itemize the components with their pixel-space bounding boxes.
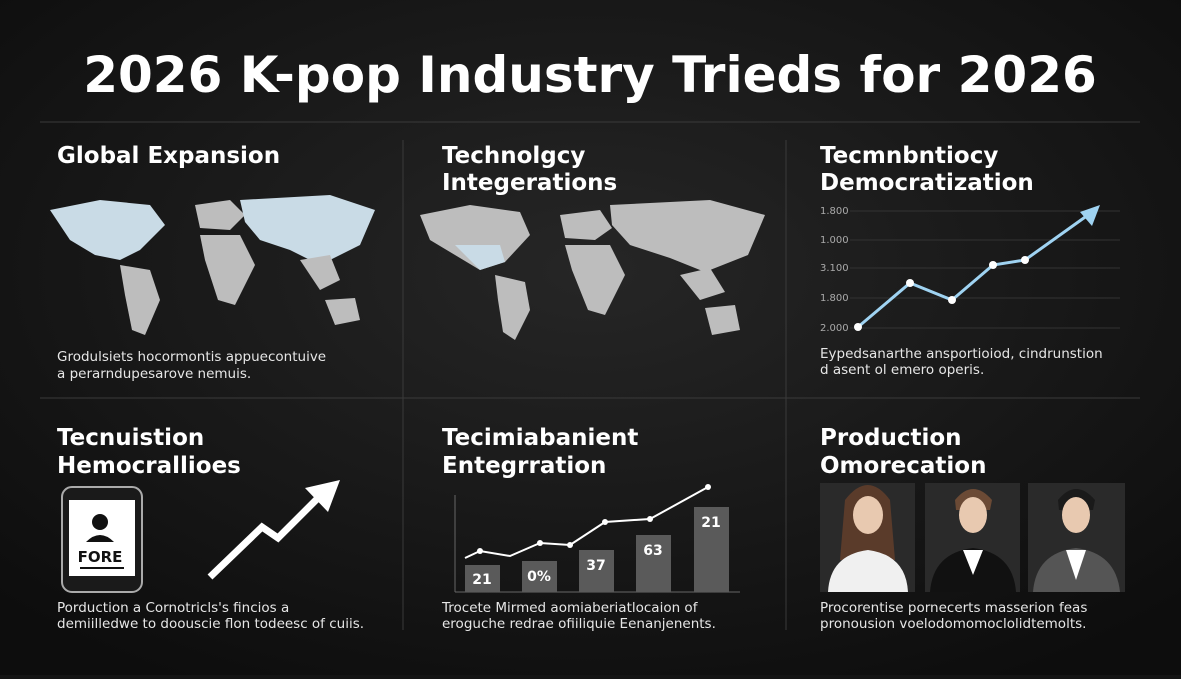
phone-icon [61, 486, 143, 593]
bar-label: 21 [472, 572, 491, 588]
line-points [477, 484, 711, 554]
dividers [40, 121, 1140, 630]
world-map [420, 200, 765, 340]
panel-caption: Trocete Mirmed aomiaberiatlocaion of [441, 600, 699, 616]
page-title: 2026 K-pop Industry Trieds for 2026 [83, 46, 1097, 104]
bar-label: 21 [701, 515, 720, 531]
bar-label: 37 [586, 558, 605, 574]
panel-heading: Democratization [820, 170, 1034, 196]
axis-label: 1.800 [820, 206, 849, 217]
bar-label: 0% [527, 569, 551, 585]
panel-caption: Procorentise pornecerts masserion feas [820, 600, 1087, 616]
panel-caption: eroguche redrae ofiiliquie Eenanjenents. [442, 616, 716, 632]
panel-caption: pronousion voelodomomoclolidtemolts. [820, 616, 1086, 632]
bars [465, 507, 729, 592]
panel-caption: Eypedsanarthe ansportioiod, cindrunstion [820, 346, 1103, 362]
trend-line [854, 205, 1100, 331]
trend-line [464, 486, 709, 559]
growth-arrow [207, 480, 340, 580]
panel-heading: Entegrration [442, 453, 606, 479]
panel-heading: Tecnuistion [57, 425, 204, 451]
panel-caption: demiilledwe to doouscie flon todeesc of … [57, 616, 364, 632]
axis-label: 2.000 [820, 323, 849, 334]
panel-heading: Technolgcy [442, 143, 585, 169]
panel-caption: Grodulsiets hocormontis appuecontuive [57, 349, 326, 365]
panel-heading: Omorecation [820, 453, 986, 479]
phone-badge: FORE [78, 548, 123, 566]
panel-caption: a perarndupesarove nemuis. [57, 366, 251, 382]
panel-heading: Global Expansion [57, 143, 280, 169]
panel-heading: Production [820, 425, 962, 451]
panel-caption: Porduction a Cornotricls's fincios a [57, 600, 289, 616]
panel-heading: Tecimiabanient [442, 425, 638, 451]
panel-caption: d asent ol emero operis. [820, 362, 984, 378]
axis-label: 1.800 [820, 293, 849, 304]
panel-heading: Hemocrallioes [57, 453, 241, 479]
panel-heading: Tecmnbntiocy [820, 143, 998, 169]
chart-grid [850, 210, 1120, 329]
portraits [820, 483, 1125, 592]
world-map [50, 195, 375, 335]
axis-label: 1.000 [820, 235, 849, 246]
axis-label: 3.100 [820, 263, 849, 274]
bar-label: 63 [643, 543, 662, 559]
panel-heading: Integerations [442, 170, 617, 196]
